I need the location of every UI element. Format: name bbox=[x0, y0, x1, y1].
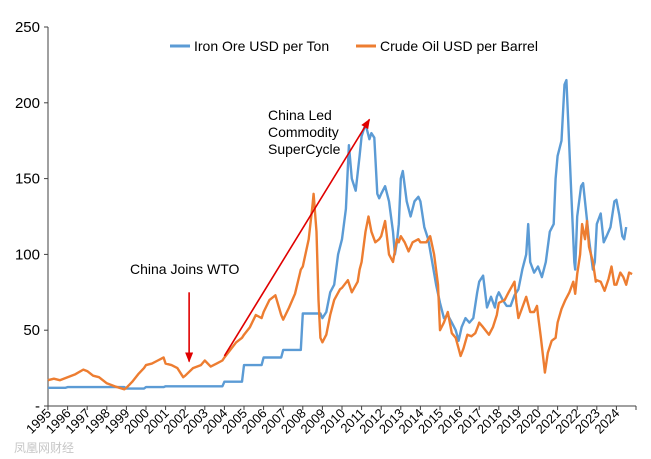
annotation-supercycle-line: SuperCycle bbox=[268, 141, 341, 157]
annotation-china-wto: China Joins WTO bbox=[130, 261, 240, 277]
series-line-crude-oil bbox=[47, 192, 633, 391]
watermark: 凤凰网财经 bbox=[14, 441, 74, 455]
y-tick-label: 250 bbox=[15, 19, 40, 36]
y-tick-label: - bbox=[35, 398, 40, 415]
annotation-supercycle-line: Commodity bbox=[268, 124, 339, 140]
legend: Iron Ore USD per Ton Crude Oil USD per Ba… bbox=[170, 38, 538, 54]
y-tick-label: 50 bbox=[23, 322, 40, 339]
axes: -501001502002501995199619971998199920002… bbox=[15, 19, 637, 437]
y-tick-label: 150 bbox=[15, 171, 40, 188]
y-tick-label: 100 bbox=[15, 246, 40, 263]
series-group bbox=[47, 78, 633, 391]
legend-entry: Iron Ore USD per Ton bbox=[194, 38, 329, 54]
annotations: China Joins WTO China Led Commodity SuperCy… bbox=[130, 107, 371, 363]
annotation-supercycle: China Led Commodity SuperCycle bbox=[268, 107, 341, 157]
annotation-supercycle-line: China Led bbox=[268, 107, 332, 123]
annotation-arrow-supercycle bbox=[223, 118, 371, 357]
y-tick-label: 200 bbox=[15, 95, 40, 112]
legend-entry: Crude Oil USD per Barrel bbox=[380, 38, 538, 54]
